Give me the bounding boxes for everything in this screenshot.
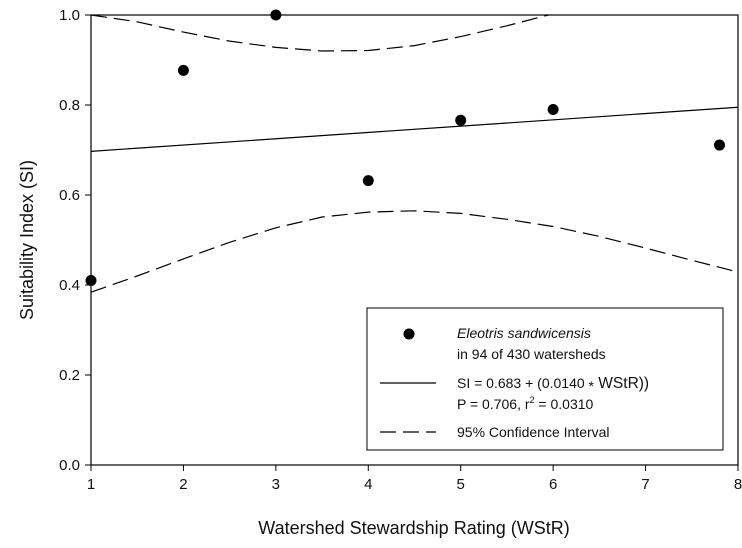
y-tick-label: 0.0 [59, 457, 80, 474]
x-tick-label: 8 [734, 476, 742, 493]
legend-species-note: in 94 of 430 watersheds [457, 346, 606, 362]
legend-equation-prefix: SI = 0.683 + (0.0140 [457, 375, 589, 391]
regression-line [90, 106, 739, 152]
axis-ticks: 1 2 3 4 5 6 7 8 0.0 0.2 0.4 0.6 0.8 1.0 [59, 7, 742, 493]
data-point [362, 175, 374, 187]
legend-stats-suffix: = 0.0310 [535, 396, 594, 412]
legend-stats-prefix: P = 0.706, r [457, 396, 530, 412]
x-tick-label: 5 [457, 476, 465, 493]
y-tick-label: 0.2 [59, 367, 80, 384]
data-point [714, 139, 726, 151]
data-point [455, 114, 467, 126]
legend-point-marker [403, 328, 415, 340]
legend-equation: SI = 0.683 + (0.0140 * WStR)) [457, 375, 649, 394]
x-tick-label: 4 [364, 476, 372, 493]
data-point [270, 9, 282, 21]
ci-upper-line [90, 14, 549, 52]
regression-line-group [90, 106, 739, 152]
y-tick-label: 0.4 [59, 277, 80, 294]
legend-stats: P = 0.706, r2 = 0.0310 [457, 395, 594, 412]
confidence-interval-lines [90, 14, 739, 293]
legend-ci-label: 95% Confidence Interval [457, 424, 610, 440]
x-axis-title: Watershed Stewardship Rating (WStR) [258, 518, 569, 538]
data-point [177, 64, 189, 76]
data-points [85, 9, 726, 286]
legend-stats-superscript: 2 [530, 395, 535, 405]
legend-equation-times: * [589, 378, 595, 394]
legend: Eleotris sandwicensis in 94 of 430 water… [366, 307, 724, 451]
x-tick-label: 6 [549, 476, 557, 493]
legend-species-label: Eleotris sandwicensis [457, 325, 591, 341]
legend-equation-suffix: WStR)) [594, 375, 649, 392]
ci-lower-line [90, 210, 739, 293]
x-tick-label: 2 [179, 476, 187, 493]
data-point [85, 275, 97, 286]
x-tick-label: 1 [87, 476, 95, 493]
x-tick-label: 7 [641, 476, 649, 493]
x-tick-label: 3 [272, 476, 280, 493]
data-point [547, 104, 559, 115]
y-tick-label: 1.0 [59, 7, 80, 24]
plot-frame [90, 14, 739, 466]
y-axis-title: Suitability Index (SI) [17, 160, 37, 320]
y-tick-label: 0.6 [59, 187, 80, 204]
y-tick-label: 0.8 [59, 97, 80, 114]
legend-box [366, 307, 724, 451]
